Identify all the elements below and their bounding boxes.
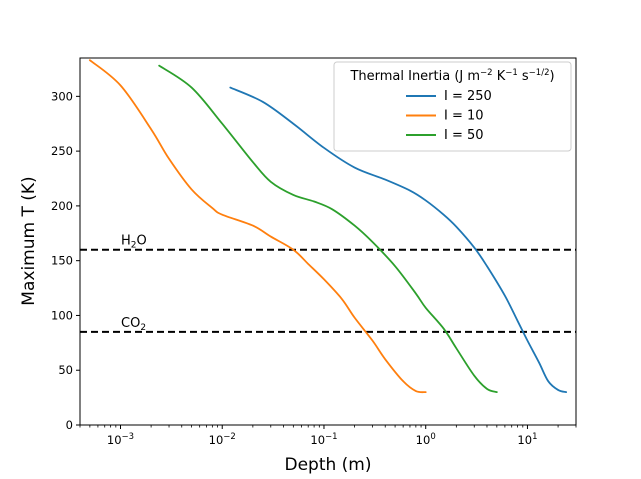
series-lines bbox=[88, 59, 568, 394]
legend-box bbox=[333, 61, 572, 152]
y-tick-label: 200 bbox=[51, 199, 73, 213]
threshold-lines bbox=[80, 248, 576, 333]
threshold-label: CO2 bbox=[121, 316, 146, 333]
legend: Thermal Inertia (J m−2 K−1 s−1/2) I = 250… bbox=[333, 61, 572, 152]
x-axis-label: Depth (m) bbox=[284, 455, 371, 475]
y-tick-label: 50 bbox=[58, 363, 73, 377]
legend-title: Thermal Inertia (J m−2 K−1 s−1/2) bbox=[349, 68, 554, 84]
plot-frame bbox=[79, 57, 577, 426]
x-axis-ticks: 10−3 10−2 10−1 100 101 bbox=[79, 425, 577, 447]
x-tick-label: 10−2 bbox=[209, 432, 236, 447]
series-line-3 bbox=[158, 64, 498, 394]
threshold-label: H2O bbox=[121, 234, 147, 251]
legend-entry: I = 50 bbox=[444, 128, 484, 143]
x-tick-label: 10−3 bbox=[107, 432, 134, 447]
y-tick-label: 250 bbox=[51, 144, 73, 158]
threshold-labels: H2O CO2 bbox=[121, 234, 147, 333]
y-tick-label: 300 bbox=[51, 89, 73, 103]
x-tick-label: 101 bbox=[517, 432, 537, 447]
series-line-2 bbox=[88, 59, 427, 394]
y-axis-label: Maximum T (K) bbox=[19, 176, 39, 305]
y-tick-label: 100 bbox=[51, 308, 73, 322]
x-tick-label: 100 bbox=[416, 432, 436, 447]
y-axis-ticks: 0 50 100 150 200 250 300 bbox=[51, 89, 80, 432]
y-tick-label: 0 bbox=[66, 418, 73, 432]
y-tick-label: 150 bbox=[51, 254, 73, 268]
legend-entry: I = 250 bbox=[444, 89, 492, 104]
series-line-1 bbox=[229, 86, 568, 394]
legend-entry: I = 10 bbox=[444, 109, 484, 124]
x-tick-label: 10−1 bbox=[310, 432, 337, 447]
